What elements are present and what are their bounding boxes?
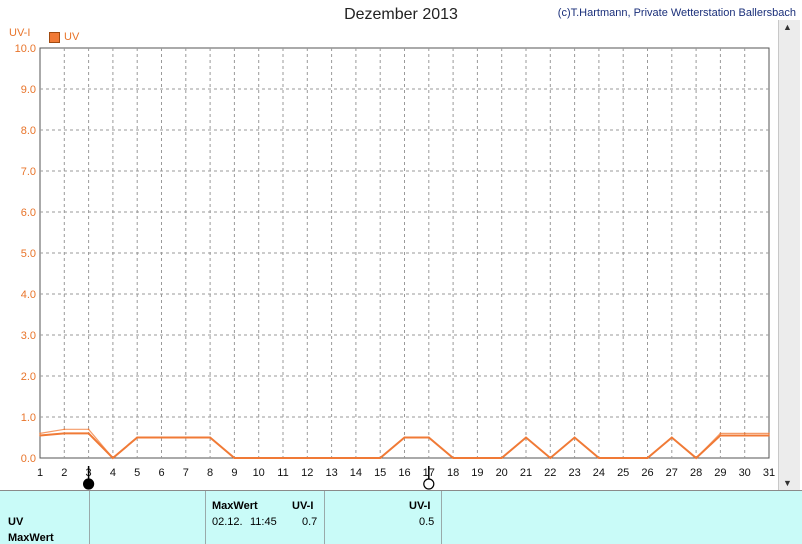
- y-tick-label: 8.0: [21, 125, 36, 137]
- y-tick-label: 5.0: [21, 248, 36, 260]
- x-tick-label: 9: [231, 467, 237, 479]
- scroll-up-icon[interactable]: ▲: [783, 22, 792, 32]
- data-point: [307, 457, 309, 459]
- y-tick-label: 9.0: [21, 84, 36, 96]
- x-tick-label: 12: [301, 467, 313, 479]
- col1-unit: UV-I: [292, 500, 313, 512]
- y-tick-label: 1.0: [21, 412, 36, 424]
- x-tick-label: 4: [110, 467, 116, 479]
- row-label-uv: UV: [8, 516, 23, 528]
- panel-divider: [324, 491, 325, 544]
- vertical-scrollbar[interactable]: ▲ ▼: [778, 20, 800, 490]
- data-point: [88, 429, 90, 431]
- y-tick-label: 2.0: [21, 371, 36, 383]
- x-tick-label: 27: [666, 467, 678, 479]
- x-tick-label: 28: [690, 467, 702, 479]
- panel-divider: [205, 491, 206, 544]
- data-point: [64, 433, 66, 435]
- scroll-down-icon[interactable]: ▼: [783, 478, 792, 488]
- data-point: [744, 433, 746, 435]
- col1-value: 0.7: [302, 516, 317, 528]
- x-tick-label: 30: [739, 467, 751, 479]
- x-tick-label: 18: [447, 467, 459, 479]
- panel-divider: [89, 491, 90, 544]
- x-tick-label: 6: [158, 467, 164, 479]
- data-point: [768, 435, 770, 437]
- data-point: [88, 433, 90, 435]
- x-tick-label: 8: [207, 467, 213, 479]
- x-tick-label: 29: [714, 467, 726, 479]
- data-point: [331, 457, 333, 459]
- y-tick-label: 6.0: [21, 207, 36, 219]
- summary-panel: UV MaxWert MaxWert UV-I 02.12. 11:45 0.7…: [0, 490, 802, 544]
- data-point: [39, 435, 41, 437]
- data-point: [720, 435, 722, 437]
- data-point: [355, 457, 357, 459]
- x-tick-label: 26: [641, 467, 653, 479]
- data-point: [574, 437, 576, 439]
- data-point: [720, 433, 722, 435]
- new-moon-icon: [424, 479, 434, 489]
- data-point: [550, 457, 552, 459]
- col2-unit: UV-I: [409, 500, 430, 512]
- x-tick-label: 15: [374, 467, 386, 479]
- x-tick-label: 10: [253, 467, 265, 479]
- y-tick-label: 3.0: [21, 330, 36, 342]
- col1-header: MaxWert: [212, 500, 258, 512]
- uv-line-chart: 0.01.02.03.04.05.06.07.08.09.010.0123456…: [0, 0, 802, 490]
- y-tick-label: 7.0: [21, 166, 36, 178]
- data-point: [647, 457, 649, 459]
- data-point: [477, 457, 479, 459]
- data-point: [185, 437, 187, 439]
- data-point: [161, 437, 163, 439]
- data-point: [671, 437, 673, 439]
- data-point: [598, 457, 600, 459]
- data-point: [282, 457, 284, 459]
- data-point: [695, 457, 697, 459]
- x-tick-label: 31: [763, 467, 775, 479]
- col1-time: 11:45: [250, 516, 277, 528]
- y-tick-label: 0.0: [21, 453, 36, 465]
- x-tick-label: 19: [471, 467, 483, 479]
- full-moon-icon: [84, 479, 94, 489]
- data-point: [112, 457, 114, 459]
- data-point: [452, 457, 454, 459]
- x-tick-label: 25: [617, 467, 629, 479]
- data-point: [234, 457, 236, 459]
- x-tick-label: 23: [568, 467, 580, 479]
- data-point: [258, 457, 260, 459]
- data-point: [404, 437, 406, 439]
- data-point: [39, 433, 41, 435]
- panel-divider: [441, 491, 442, 544]
- data-point: [501, 457, 503, 459]
- data-point: [768, 433, 770, 435]
- col2-value: 0.5: [419, 516, 434, 528]
- row-label-maxwert: MaxWert: [8, 532, 54, 544]
- x-tick-label: 7: [183, 467, 189, 479]
- x-tick-label: 11: [277, 467, 288, 479]
- x-tick-label: 13: [325, 467, 337, 479]
- data-point: [428, 437, 430, 439]
- x-tick-label: 22: [544, 467, 556, 479]
- x-tick-label: 24: [593, 467, 605, 479]
- data-point: [379, 457, 381, 459]
- data-point: [64, 429, 66, 431]
- x-tick-label: 1: [37, 467, 43, 479]
- x-tick-label: 16: [398, 467, 410, 479]
- data-point: [622, 457, 624, 459]
- x-tick-label: 14: [350, 467, 362, 479]
- x-tick-label: 21: [520, 467, 532, 479]
- data-point: [525, 437, 527, 439]
- data-point: [209, 437, 211, 439]
- data-point: [744, 435, 746, 437]
- x-tick-label: 5: [134, 467, 140, 479]
- x-tick-label: 2: [61, 467, 67, 479]
- x-tick-label: 20: [496, 467, 508, 479]
- y-tick-label: 4.0: [21, 289, 36, 301]
- data-point: [136, 437, 138, 439]
- y-tick-label: 10.0: [15, 43, 36, 55]
- col1-date: 02.12.: [212, 516, 243, 528]
